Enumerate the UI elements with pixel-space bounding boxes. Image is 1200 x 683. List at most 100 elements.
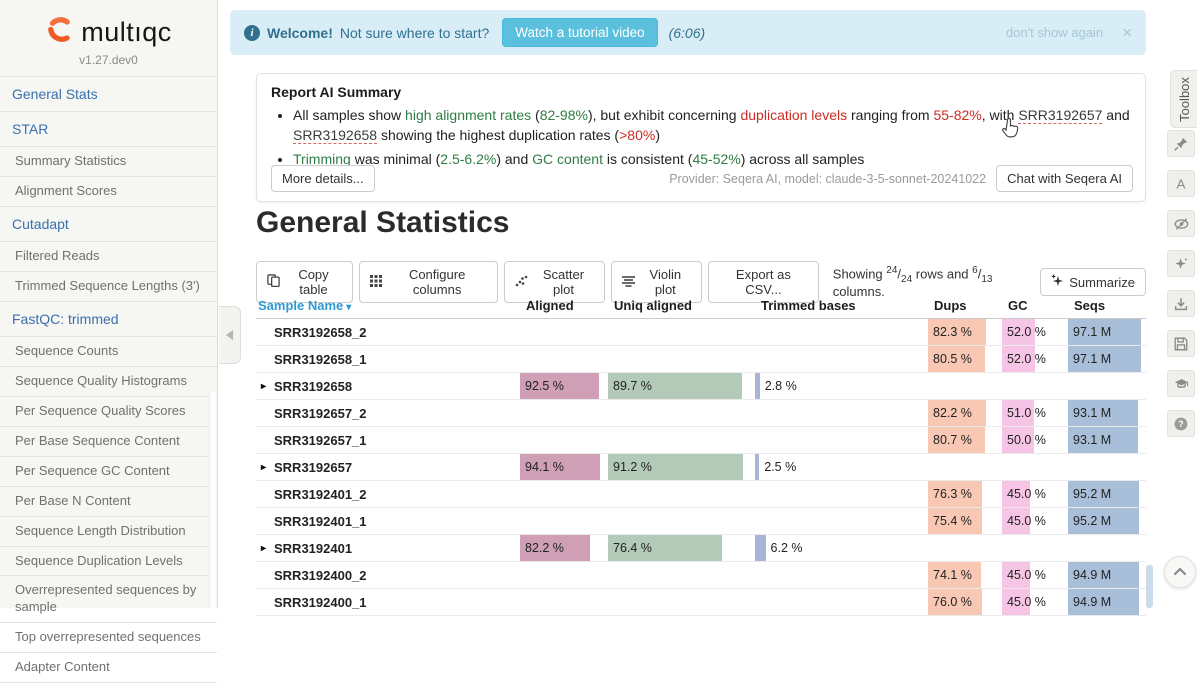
sidebar-item-trimmed-sequence-lengths-3[interactable]: Trimmed Sequence Lengths (3') — [0, 272, 217, 303]
sample-link-srr3192658[interactable]: SRR3192658 — [293, 127, 378, 145]
sidebar-item-general-stats[interactable]: General Stats — [0, 77, 217, 113]
trimmed-bases-cell-bar — [755, 535, 766, 561]
sidebar-item-overrepresented-sequences-by-sample[interactable]: Overrepresented sequences by sample — [0, 576, 217, 624]
ai-summary-bullet-1: All samples show high alignment rates (8… — [293, 105, 1131, 146]
dups-cell: 82.3 % — [928, 319, 999, 345]
sample-name: SRR3192658_1 — [274, 351, 367, 367]
sidebar-item-sequence-counts[interactable]: Sequence Counts — [0, 337, 217, 368]
toolbox-tab[interactable]: Toolbox — [1170, 70, 1197, 128]
sample-link-srr3192657[interactable]: SRR3192657 — [1018, 107, 1103, 124]
trimmed-bases-cell — [755, 481, 925, 507]
toolbox-button-download[interactable] — [1167, 290, 1195, 317]
column-header-trimmed-bases[interactable]: Trimmed bases — [761, 298, 856, 313]
sidebar-nav: General Stats STAR Summary Statistics Align… — [0, 76, 217, 683]
aligned-cell-value: 82.2 % — [525, 541, 564, 555]
column-header-uniq-aligned[interactable]: Uniq aligned — [614, 298, 692, 313]
sidebar-scrollbar[interactable] — [209, 392, 216, 608]
trimmed-bases-cell — [755, 508, 925, 534]
scroll-to-top-button[interactable] — [1164, 556, 1196, 588]
column-header-sample-name[interactable]: Sample Name ▾ — [258, 298, 352, 313]
summary-text: is consistent ( — [602, 150, 693, 167]
configure-columns-button[interactable]: Configure columns — [358, 261, 499, 303]
sidebar-item-per-base-sequence-content[interactable]: Per Base Sequence Content — [0, 427, 217, 457]
gc-cell-bar — [1002, 427, 1034, 453]
dups-cell: 76.0 % — [928, 589, 999, 615]
toolbox-button-save[interactable] — [1167, 330, 1195, 357]
toolbox-button-help[interactable]: ? — [1167, 410, 1195, 437]
sample-name-cell[interactable]: SRR3192401_2 — [256, 481, 520, 507]
sample-name-cell[interactable]: SRR3192657_2 — [256, 400, 520, 426]
expand-icon[interactable]: ▸ — [261, 380, 267, 392]
sample-name-cell[interactable]: SRR3192400_1 — [256, 589, 520, 615]
seqs-cell-bar — [1068, 427, 1138, 453]
sample-name: SRR3192658 — [274, 378, 353, 394]
sidebar-item-cutadapt[interactable]: Cutadapt — [0, 207, 217, 243]
seqs-cell-bar — [1068, 346, 1141, 372]
sidebar-item-summary-statistics[interactable]: Summary Statistics — [0, 147, 217, 178]
summary-text: ) and — [496, 150, 533, 167]
sample-name-cell[interactable]: ▸ SRR3192657 — [256, 454, 520, 480]
uniq-aligned-cell-value: 76.4 % — [613, 541, 652, 555]
sidebar-item-sequence-duplication-levels[interactable]: Sequence Duplication Levels — [0, 547, 217, 577]
sample-name-cell[interactable]: SRR3192401_1 — [256, 508, 520, 534]
sidebar-item-fastqc-trimmed[interactable]: FastQC: trimmed — [0, 302, 217, 338]
sample-name-cell[interactable]: SRR3192658_1 — [256, 346, 520, 372]
gc-cell-value: 52.0 % — [1007, 352, 1046, 366]
scatter-plot-button[interactable]: Scatter plot — [504, 261, 605, 303]
expand-icon[interactable]: ▸ — [261, 542, 267, 554]
sidebar-item-sequence-quality-histograms[interactable]: Sequence Quality Histograms — [0, 367, 217, 398]
uniq-aligned-cell — [608, 508, 752, 534]
sidebar-item-filtered-reads[interactable]: Filtered Reads — [0, 242, 217, 273]
close-icon[interactable]: × — [1122, 23, 1132, 42]
sidebar-item-alignment-scores[interactable]: Alignment Scores — [0, 177, 217, 208]
seqs-cell-value: 95.2 M — [1073, 487, 1112, 501]
chat-seqera-button[interactable]: Chat with Seqera AI — [996, 165, 1133, 192]
sample-name-cell[interactable]: ▸ SRR3192658 — [256, 373, 520, 399]
expand-icon[interactable]: ▸ — [261, 461, 267, 473]
uniq-aligned-cell: 91.2 % — [608, 454, 752, 480]
toolbox-button-ai-sparkle[interactable] — [1167, 250, 1195, 277]
column-header-gc[interactable]: GC — [1008, 298, 1028, 313]
sample-name-cell[interactable]: SRR3192657_1 — [256, 427, 520, 453]
dups-cell-bar — [928, 346, 986, 372]
svg-text:A: A — [1177, 176, 1186, 191]
aligned-cell: 92.5 % — [520, 373, 605, 399]
sample-name-cell[interactable]: SRR3192658_2 — [256, 319, 520, 345]
toolbox-button-graduation-cap[interactable] — [1167, 370, 1195, 397]
sidebar-item-top-overrepresented-sequences[interactable]: Top overrepresented sequences — [0, 623, 217, 654]
toolbox-button-show-hide-eye[interactable] — [1167, 210, 1195, 237]
copy-table-button[interactable]: Copy table — [256, 261, 353, 303]
sample-name-cell[interactable]: SRR3192400_2 — [256, 562, 520, 588]
toolbox-button-pushpin[interactable] — [1167, 130, 1195, 157]
seqs-cell-bar — [1068, 562, 1140, 588]
sidebar-item-per-sequence-gc-content[interactable]: Per Sequence GC Content — [0, 457, 217, 487]
gc-cell: 45.0 % — [1002, 562, 1065, 588]
sidebar-collapse-handle[interactable] — [219, 306, 241, 364]
summary-green-text: Trimming — [293, 150, 351, 167]
summary-green-text: 2.5-6.2% — [440, 150, 497, 167]
sample-name: SRR3192401_1 — [274, 513, 367, 529]
dont-show-again-link[interactable]: don't show again — [1005, 25, 1104, 40]
sidebar-item-adapter-content[interactable]: Adapter Content — [0, 653, 217, 683]
column-header-seqs[interactable]: Seqs — [1074, 298, 1106, 313]
dups-cell: 75.4 % — [928, 508, 999, 534]
violin-plot-button[interactable]: Violin plot — [610, 261, 702, 303]
column-header-aligned[interactable]: Aligned — [526, 298, 574, 313]
summary-text: was minimal ( — [350, 150, 441, 167]
watch-tutorial-button[interactable]: Watch a tutorial video — [502, 18, 658, 47]
sample-name-cell[interactable]: ▸ SRR3192401 — [256, 535, 520, 561]
summarize-button[interactable]: Summarize — [1040, 268, 1146, 296]
toolbox-button-font-size[interactable]: A — [1167, 170, 1195, 197]
more-details-button[interactable]: More details... — [271, 165, 375, 192]
column-header-dups[interactable]: Dups — [934, 298, 967, 313]
sidebar-item-per-sequence-quality-scores[interactable]: Per Sequence Quality Scores — [0, 397, 217, 427]
sidebar-item-sequence-length-distribution[interactable]: Sequence Length Distribution — [0, 517, 217, 547]
aligned-cell — [520, 346, 605, 372]
trimmed-bases-cell-value: 6.2 % — [770, 541, 803, 555]
export-csv-button[interactable]: Export as CSV... — [708, 261, 819, 303]
sidebar-item-star[interactable]: STAR — [0, 112, 217, 148]
seqs-cell: 97.1 M — [1068, 319, 1143, 345]
sidebar-item-per-base-n-content[interactable]: Per Base N Content — [0, 487, 217, 517]
table-scrollbar-thumb[interactable] — [1146, 565, 1153, 608]
sample-name: SRR3192400_2 — [274, 567, 367, 583]
